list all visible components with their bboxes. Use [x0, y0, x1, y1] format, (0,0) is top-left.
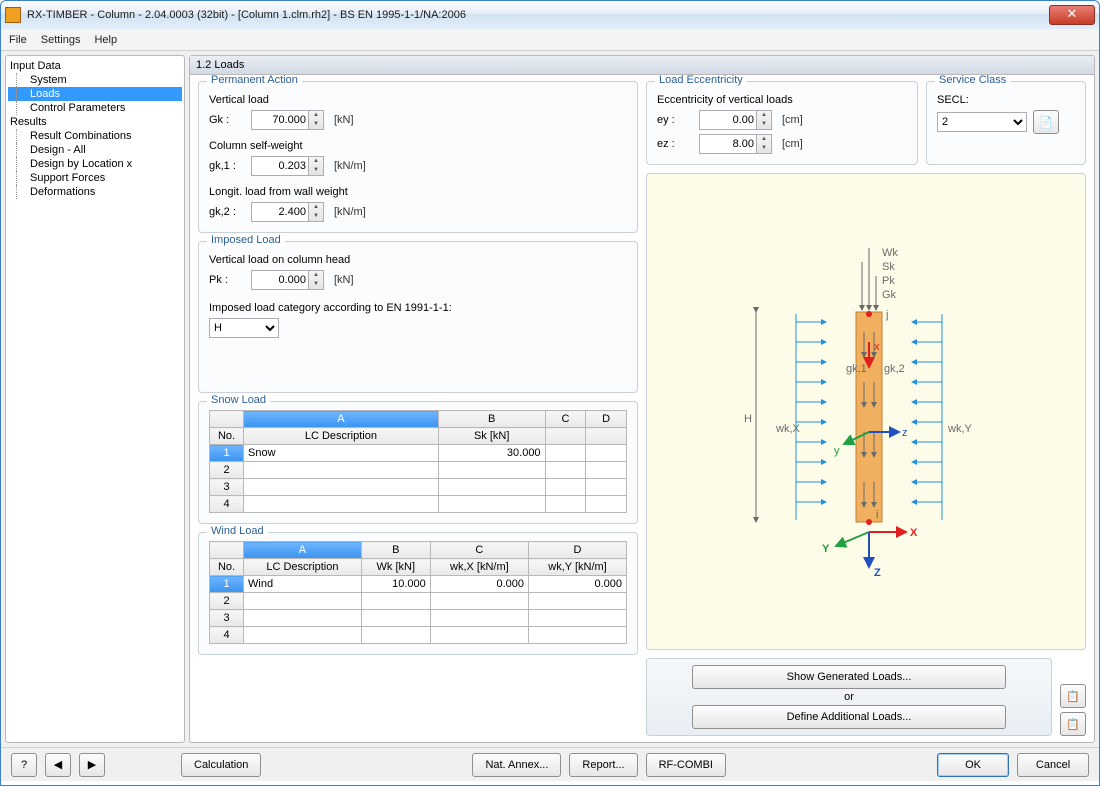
svg-text:i: i: [876, 509, 878, 521]
input-pk[interactable]: ▲▼: [251, 270, 324, 290]
input-gk[interactable]: ▲▼: [251, 110, 324, 130]
footer: ? ◀ ▶ Calculation Nat. Annex... Report..…: [1, 747, 1099, 781]
svg-text:Pk: Pk: [882, 275, 895, 287]
select-secl[interactable]: 2: [937, 112, 1027, 132]
svg-text:Sk: Sk: [882, 261, 895, 273]
group-service-class: Service Class SECL: 2 📄: [926, 81, 1086, 165]
svg-text:x: x: [874, 341, 880, 353]
menu-help[interactable]: Help: [94, 34, 117, 46]
nat-annex-button[interactable]: Nat. Annex...: [472, 753, 561, 777]
group-permanent: Permanent Action Vertical load Gk : ▲▼ […: [198, 81, 638, 233]
svg-text:z: z: [902, 427, 908, 439]
input-gk1[interactable]: ▲▼: [251, 156, 324, 176]
tree-system[interactable]: System: [8, 73, 182, 87]
input-ey[interactable]: ▲▼: [699, 110, 772, 130]
input-ez[interactable]: ▲▼: [699, 134, 772, 154]
svg-text:wk,Y: wk,Y: [947, 423, 973, 435]
next-button[interactable]: ▶: [79, 753, 105, 777]
svg-text:Wk: Wk: [882, 247, 898, 259]
svg-text:y: y: [834, 445, 840, 457]
svg-text:wk,X: wk,X: [775, 423, 801, 435]
copy-icon[interactable]: 📋: [1060, 684, 1086, 708]
tree-design-all[interactable]: Design - All: [8, 143, 182, 157]
svg-text:j: j: [885, 309, 888, 321]
column-diagram: H Wk Sk Pk Gk wk,X: [646, 173, 1086, 650]
paste-icon[interactable]: 📋: [1060, 712, 1086, 736]
nav-tree: Input Data System Loads Control Paramete…: [5, 55, 185, 743]
rf-combi-button[interactable]: RF-COMBI: [646, 753, 726, 777]
tree-support-forces[interactable]: Support Forces: [8, 171, 182, 185]
table-snow[interactable]: ABCD No.LC DescriptionSk [kN] 1Snow30.00…: [209, 410, 627, 513]
svg-text:Gk: Gk: [882, 289, 897, 301]
group-wind: Wind Load ABCD No.LC DescriptionWk [kN]w…: [198, 532, 638, 655]
tree-results[interactable]: Results: [8, 115, 182, 129]
svg-text:Z: Z: [874, 567, 881, 579]
define-additional-button[interactable]: Define Additional Loads...: [692, 705, 1006, 729]
tree-loads[interactable]: Loads: [8, 87, 182, 101]
tree-control[interactable]: Control Parameters: [8, 101, 182, 115]
generated-loads-panel: Show Generated Loads... or Define Additi…: [646, 658, 1052, 736]
svg-text:X: X: [910, 527, 918, 539]
group-imposed: Imposed Load Vertical load on column hea…: [198, 241, 638, 393]
svg-text:gk,1: gk,1: [846, 363, 867, 375]
window-title: RX-TIMBER - Column - 2.04.0003 (32bit) -…: [27, 9, 1049, 21]
tree-deformations[interactable]: Deformations: [8, 185, 182, 199]
report-button[interactable]: Report...: [569, 753, 637, 777]
calculation-button[interactable]: Calculation: [181, 753, 261, 777]
page-title: 1.2 Loads: [190, 56, 1094, 75]
close-button[interactable]: ✕: [1049, 5, 1095, 25]
svg-text:H: H: [744, 413, 752, 425]
prev-button[interactable]: ◀: [45, 753, 71, 777]
show-generated-button[interactable]: Show Generated Loads...: [692, 665, 1006, 689]
tree-design-loc[interactable]: Design by Location x: [8, 157, 182, 171]
secl-info-button[interactable]: 📄: [1033, 110, 1059, 134]
ok-button[interactable]: OK: [937, 753, 1009, 777]
cancel-button[interactable]: Cancel: [1017, 753, 1089, 777]
menubar: File Settings Help: [1, 29, 1099, 51]
input-gk2[interactable]: ▲▼: [251, 202, 324, 222]
group-eccentricity: Load Eccentricity Eccentricity of vertic…: [646, 81, 918, 165]
titlebar: RX-TIMBER - Column - 2.04.0003 (32bit) -…: [1, 1, 1099, 29]
svg-text:gk,2: gk,2: [884, 363, 905, 375]
tree-input-data[interactable]: Input Data: [8, 59, 182, 73]
select-category[interactable]: H: [209, 318, 279, 338]
app-icon: [5, 7, 21, 23]
tree-result-combos[interactable]: Result Combinations: [8, 129, 182, 143]
table-wind[interactable]: ABCD No.LC DescriptionWk [kN]wk,X [kN/m]…: [209, 541, 627, 644]
group-snow: Snow Load ABCD No.LC DescriptionSk [kN] …: [198, 401, 638, 524]
svg-text:Y: Y: [822, 543, 830, 555]
menu-settings[interactable]: Settings: [41, 34, 81, 46]
help-button[interactable]: ?: [11, 753, 37, 777]
menu-file[interactable]: File: [9, 34, 27, 46]
